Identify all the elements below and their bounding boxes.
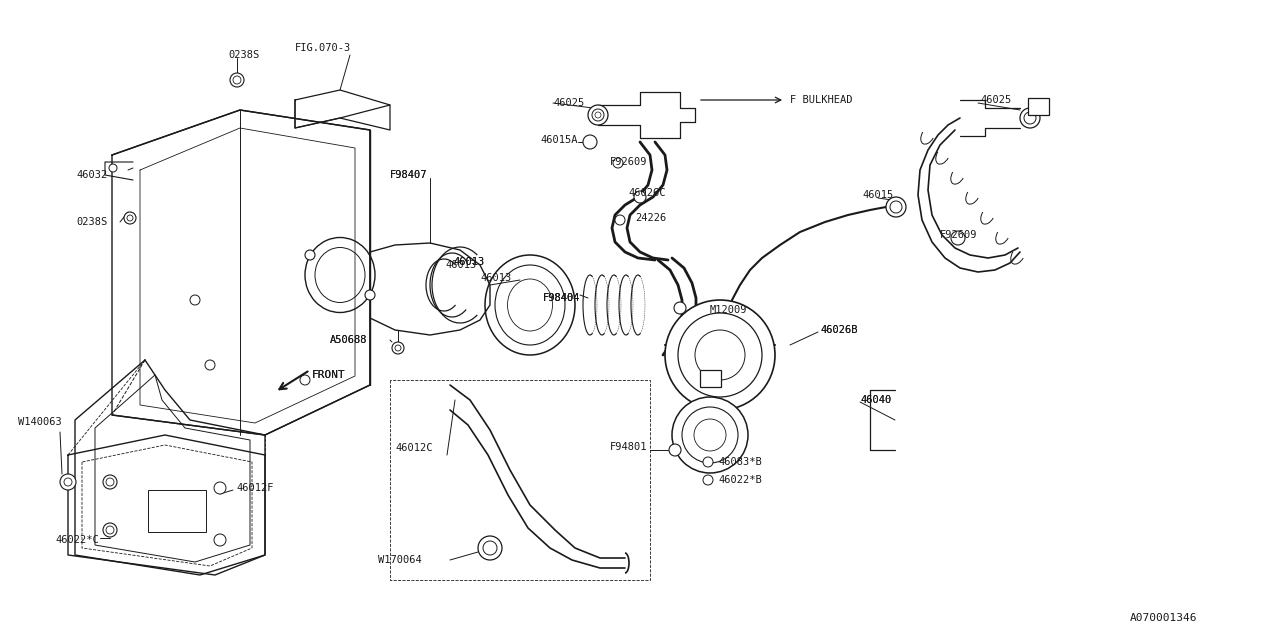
Circle shape <box>613 158 623 168</box>
Text: F92609: F92609 <box>940 230 978 240</box>
Circle shape <box>300 375 310 385</box>
Circle shape <box>666 300 774 410</box>
Circle shape <box>124 212 136 224</box>
Text: 46015A: 46015A <box>540 135 577 145</box>
Circle shape <box>682 407 739 463</box>
Circle shape <box>678 313 762 397</box>
Text: F98407: F98407 <box>390 170 428 180</box>
Text: A: A <box>1034 101 1042 111</box>
Text: F94801: F94801 <box>611 442 648 452</box>
Text: F BULKHEAD: F BULKHEAD <box>790 95 852 105</box>
Circle shape <box>886 197 906 217</box>
Circle shape <box>214 482 227 494</box>
Circle shape <box>365 290 375 300</box>
Text: 24226: 24226 <box>635 213 667 223</box>
FancyBboxPatch shape <box>699 369 721 387</box>
Text: 46025: 46025 <box>553 98 584 108</box>
Circle shape <box>1024 112 1036 124</box>
Circle shape <box>593 109 604 121</box>
Circle shape <box>588 105 608 125</box>
Text: 46040: 46040 <box>860 395 891 405</box>
Circle shape <box>106 526 114 534</box>
Circle shape <box>675 302 686 314</box>
Text: A070001346: A070001346 <box>1130 613 1198 623</box>
Circle shape <box>305 250 315 260</box>
Text: 46026C: 46026C <box>628 188 666 198</box>
Circle shape <box>60 474 76 490</box>
Circle shape <box>477 536 502 560</box>
Circle shape <box>127 215 133 221</box>
Circle shape <box>669 444 681 456</box>
Text: 46012C: 46012C <box>396 443 433 453</box>
Circle shape <box>205 360 215 370</box>
Circle shape <box>396 345 401 351</box>
Circle shape <box>703 475 713 485</box>
Circle shape <box>106 478 114 486</box>
Circle shape <box>102 475 116 489</box>
Text: W140063: W140063 <box>18 417 61 427</box>
Text: A: A <box>707 373 713 383</box>
Circle shape <box>695 330 745 380</box>
Text: FRONT: FRONT <box>312 370 346 380</box>
FancyBboxPatch shape <box>1028 97 1048 115</box>
Bar <box>148 490 206 532</box>
Text: F98404: F98404 <box>543 293 581 303</box>
Text: 46083*B: 46083*B <box>718 457 762 467</box>
Circle shape <box>64 478 72 486</box>
Text: F98407: F98407 <box>390 170 428 180</box>
Text: 46026B: 46026B <box>820 325 858 335</box>
Circle shape <box>614 215 625 225</box>
Text: W170064: W170064 <box>378 555 421 565</box>
Text: A50688: A50688 <box>330 335 367 345</box>
Text: 46040: 46040 <box>860 395 891 405</box>
Text: 0238S: 0238S <box>76 217 108 227</box>
Circle shape <box>483 541 497 555</box>
Text: 46013: 46013 <box>453 257 484 267</box>
Text: FIG.070-3: FIG.070-3 <box>294 43 351 53</box>
Text: 46025: 46025 <box>980 95 1011 105</box>
Text: F98404: F98404 <box>543 293 581 303</box>
Circle shape <box>230 73 244 87</box>
Circle shape <box>102 523 116 537</box>
Circle shape <box>595 112 602 118</box>
Text: 46032: 46032 <box>76 170 108 180</box>
Text: 46022*B: 46022*B <box>718 475 762 485</box>
Text: 46013: 46013 <box>453 257 484 267</box>
Circle shape <box>189 295 200 305</box>
Circle shape <box>109 164 116 172</box>
Text: 46013: 46013 <box>445 260 476 270</box>
Text: 46015: 46015 <box>861 190 893 200</box>
Text: 46026B: 46026B <box>820 325 858 335</box>
Text: 46022*C: 46022*C <box>55 535 99 545</box>
Circle shape <box>694 419 726 451</box>
Text: F92609: F92609 <box>611 157 648 167</box>
Circle shape <box>582 135 596 149</box>
Circle shape <box>1020 108 1039 128</box>
Circle shape <box>233 76 241 84</box>
Text: A50688: A50688 <box>330 335 367 345</box>
Text: FRONT: FRONT <box>312 370 346 380</box>
Circle shape <box>214 534 227 546</box>
Text: M12009: M12009 <box>710 305 748 315</box>
Circle shape <box>703 457 713 467</box>
Text: 46013: 46013 <box>480 273 511 283</box>
Text: 0238S: 0238S <box>228 50 260 60</box>
Text: 46012F: 46012F <box>236 483 274 493</box>
Text: F98404: F98404 <box>543 293 581 303</box>
Circle shape <box>672 397 748 473</box>
Circle shape <box>392 342 404 354</box>
Circle shape <box>890 201 902 213</box>
Circle shape <box>634 191 646 203</box>
Circle shape <box>951 231 965 245</box>
